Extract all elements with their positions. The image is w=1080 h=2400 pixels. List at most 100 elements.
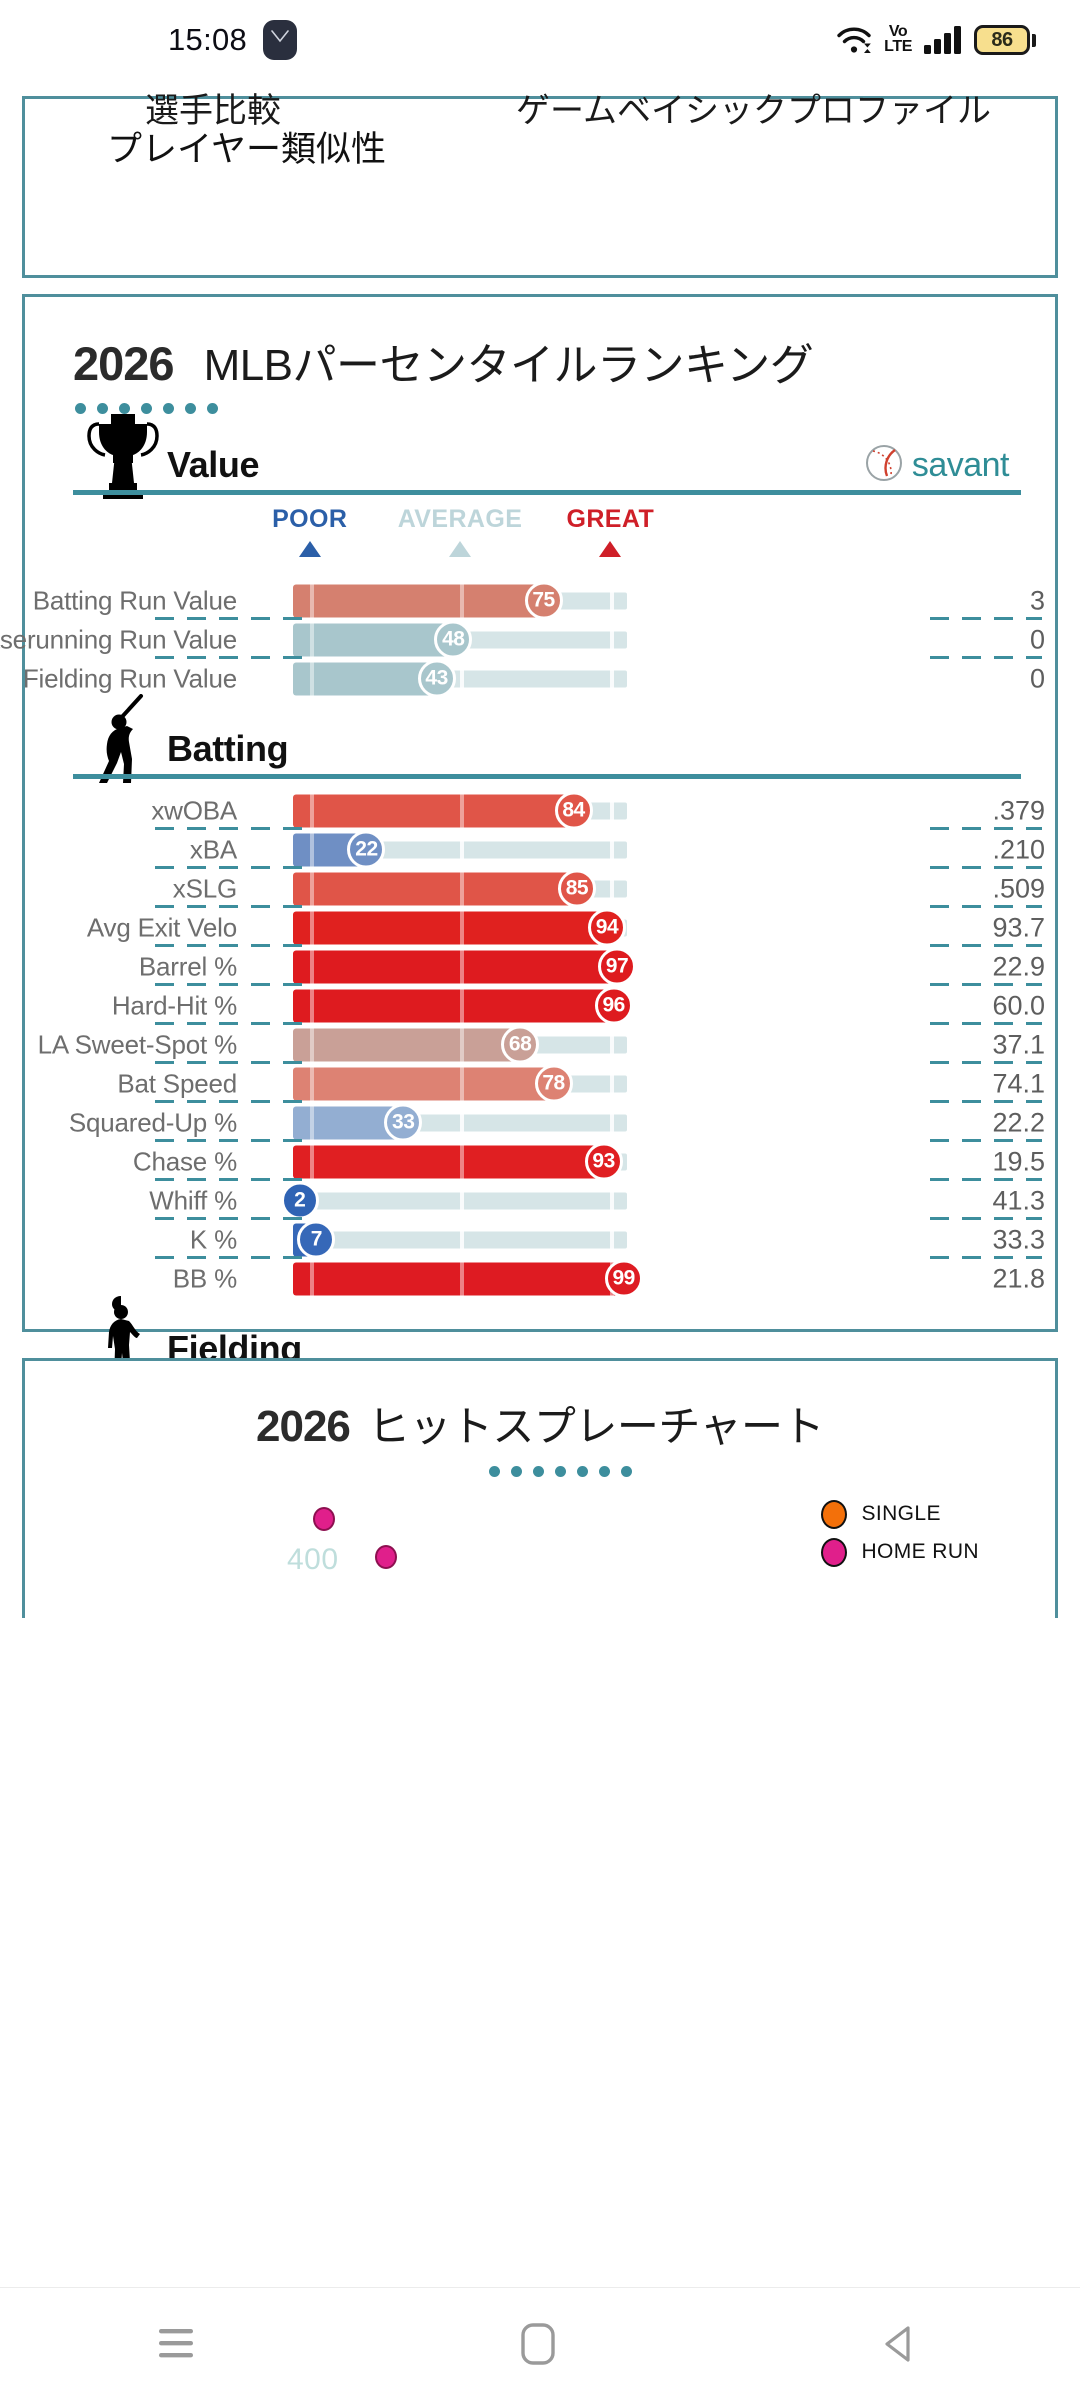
scale-label-great: GREAT xyxy=(566,505,655,533)
track-tick xyxy=(460,1192,464,1209)
percentile-bubble: 93 xyxy=(584,1142,623,1181)
fill-tick xyxy=(309,584,314,617)
metric-row[interactable]: Batting Run Value 75 3 xyxy=(25,581,1055,620)
spray-point[interactable] xyxy=(375,1545,398,1569)
savant-wordmark: savant xyxy=(911,446,1010,484)
spray-plot[interactable]: 400 SINGLE HOME RUN xyxy=(25,1485,1055,1605)
metric-value: .210 xyxy=(992,834,1045,864)
scale-label-avg: AVERAGE xyxy=(397,505,523,533)
metric-label: K % xyxy=(189,1224,237,1254)
track-tick xyxy=(460,841,464,858)
android-navigation-bar xyxy=(0,2287,1080,2400)
row-separator xyxy=(25,983,1055,986)
legend-item[interactable]: HOME RUN xyxy=(821,1533,979,1571)
metric-fill xyxy=(293,1145,604,1178)
scale-marker-poor xyxy=(298,541,321,557)
trophy-icon xyxy=(87,410,159,499)
metric-value: 33.3 xyxy=(992,1224,1045,1254)
metric-row[interactable]: xwOBA 84 .379 xyxy=(25,791,1055,830)
metric-value: 22.9 xyxy=(992,951,1045,981)
percentile-bubble: 68 xyxy=(501,1025,540,1064)
percentile-sections: Value savant POOR AVERAGE GREAT Batting Run V… xyxy=(0,414,1055,1562)
signal-bars-icon xyxy=(924,26,962,54)
home-icon[interactable] xyxy=(470,2288,610,2400)
legend-swatch xyxy=(821,1499,848,1529)
metric-label: Whiff % xyxy=(149,1185,237,1215)
fill-tick xyxy=(309,623,314,656)
metric-value: 0 xyxy=(1029,624,1045,654)
fill-tick xyxy=(309,989,314,1022)
baseball-icon xyxy=(864,443,904,488)
spray-title-row: 2026 ヒットスプレーチャート xyxy=(25,1361,1055,1454)
hit-spray-chart-card: 2026 ヒットスプレーチャート 400 SINGLE HOME RUN xyxy=(22,1358,1058,1618)
metric-row[interactable]: K % 7 33.3 xyxy=(25,1220,1055,1259)
row-separator xyxy=(25,905,1055,908)
player-similarity-label: プレイヤー類似性 xyxy=(107,130,386,169)
player-similarity-card[interactable]: 選手比較 ゲームベイシックプロファイル プレイヤー類似性 xyxy=(22,92,1058,278)
metric-value: 93.7 xyxy=(992,912,1045,942)
percentile-bubble: 99 xyxy=(604,1259,643,1298)
tab-player-comparison[interactable]: 選手比較 xyxy=(145,92,281,130)
metric-rows: xwOBA 84 .379 xBA 22 .210 xSLG 85 .509 Avg Exit V… xyxy=(25,791,1055,1298)
metric-value: 3 xyxy=(1029,585,1045,615)
track-tick xyxy=(460,1231,464,1248)
metric-row[interactable]: Whiff % 2 41.3 xyxy=(25,1181,1055,1220)
metric-row[interactable]: Avg Exit Velo 94 93.7 xyxy=(25,908,1055,947)
metric-row[interactable]: LA Sweet-Spot % 68 37.1 xyxy=(25,1025,1055,1064)
fill-tick xyxy=(460,584,464,617)
fill-tick xyxy=(460,1067,464,1100)
savant-brand: savant xyxy=(864,443,1010,488)
metric-row[interactable]: Baserunning Run Value 48 0 xyxy=(0,620,1055,659)
metric-fill xyxy=(293,584,544,617)
back-icon[interactable] xyxy=(830,2288,970,2400)
distance-label-400: 400 xyxy=(287,1543,339,1576)
legend-item[interactable]: SINGLE xyxy=(821,1495,979,1533)
metric-row[interactable]: Hard-Hit % 96 60.0 xyxy=(25,986,1055,1025)
metric-row[interactable]: xSLG 85 .509 xyxy=(25,869,1055,908)
metric-row[interactable]: Bat Speed 78 74.1 xyxy=(25,1064,1055,1103)
track-tick xyxy=(460,670,464,687)
fill-tick xyxy=(460,911,464,944)
metric-row[interactable]: Chase % 93 19.5 xyxy=(25,1142,1055,1181)
metric-row[interactable]: xBA 22 .210 xyxy=(25,830,1055,869)
metric-row[interactable]: Barrel % 97 22.9 xyxy=(25,947,1055,986)
metric-track: 33 xyxy=(293,1103,627,1142)
recents-icon[interactable] xyxy=(110,2288,250,2400)
track-tick xyxy=(610,670,615,687)
scale-label-poor: POOR xyxy=(272,505,348,533)
metric-label: BB % xyxy=(172,1263,237,1293)
percentile-bubble: 33 xyxy=(384,1103,423,1142)
scale-marker-avg xyxy=(449,541,471,557)
metric-row[interactable]: BB % 99 21.8 xyxy=(25,1259,1055,1298)
fill-tick xyxy=(460,1145,464,1178)
fill-tick xyxy=(309,794,314,827)
percentile-year: 2026 xyxy=(73,337,175,390)
section-spacer xyxy=(25,779,1055,791)
metric-row[interactable]: Fielding Run Value 43 0 xyxy=(23,659,1055,698)
track-tick xyxy=(610,1075,615,1092)
row-separator xyxy=(25,1061,1055,1064)
spray-point[interactable] xyxy=(313,1507,336,1531)
batter-icon xyxy=(87,694,159,783)
tab-game-basic-profile[interactable]: ゲームベイシックプロファイル xyxy=(516,92,991,130)
metric-track: 2 xyxy=(280,1181,627,1220)
fill-tick xyxy=(460,872,464,905)
percentile-bubble: 84 xyxy=(554,791,593,830)
row-separator xyxy=(25,1256,1055,1259)
metric-track: 22 xyxy=(293,830,627,869)
track-tick xyxy=(460,1114,464,1131)
metric-fill xyxy=(293,989,615,1022)
fill-tick xyxy=(309,662,314,695)
metric-value: 41.3 xyxy=(992,1185,1045,1215)
metric-row[interactable]: Squared-Up % 33 22.2 xyxy=(25,1103,1055,1142)
metric-label: xBA xyxy=(189,834,237,864)
metric-track: 96 xyxy=(293,986,633,1025)
percentile-title-row: 2026 MLBパーセンタイルランキング xyxy=(25,297,1055,393)
metric-track: 84 xyxy=(293,791,627,830)
metric-value: .379 xyxy=(992,795,1045,825)
percentile-bubble: 22 xyxy=(347,830,386,869)
fill-tick xyxy=(460,794,464,827)
metric-fill xyxy=(293,1028,521,1061)
fill-tick xyxy=(460,989,464,1022)
